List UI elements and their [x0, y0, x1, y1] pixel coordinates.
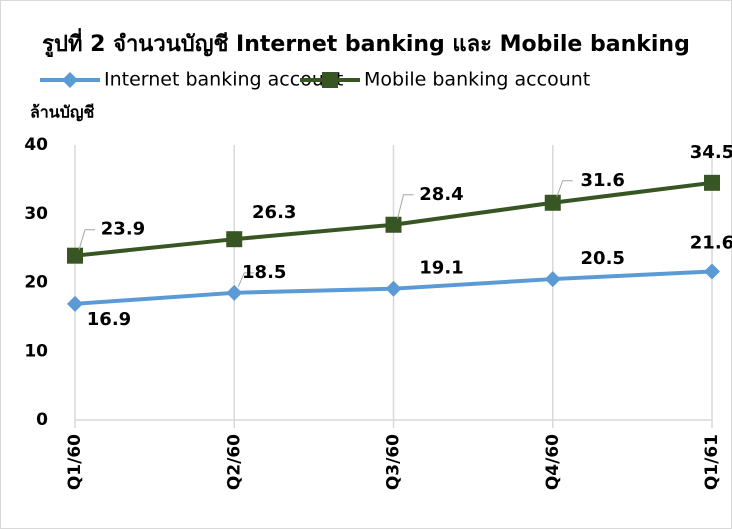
legend-marker — [322, 72, 338, 88]
data-label: 28.4 — [419, 184, 463, 205]
y-tick-label: 0 — [36, 410, 48, 430]
data-label: 19.1 — [419, 258, 463, 279]
point — [544, 271, 561, 288]
data-label: 31.6 — [581, 170, 625, 191]
y-tick-label: 40 — [24, 135, 48, 155]
y-tick-label: 30 — [24, 204, 48, 224]
x-tick-label: Q1/61 — [702, 434, 722, 490]
legend-marker — [62, 72, 78, 88]
point — [544, 194, 561, 211]
point — [385, 280, 402, 297]
x-tick-label: Q4/60 — [543, 434, 563, 490]
leader-line — [237, 272, 255, 288]
point — [704, 174, 720, 191]
data-label: 23.9 — [101, 219, 145, 240]
y-tick-label: 10 — [24, 341, 48, 361]
y-axis-label: ล้านบัญชี — [30, 103, 95, 123]
y-tick-label: 20 — [24, 273, 48, 293]
point — [226, 231, 243, 248]
leader-line — [397, 194, 414, 219]
data-label: 26.3 — [252, 202, 296, 223]
data-label: 16.9 — [87, 309, 131, 330]
data-label: 21.6 — [690, 233, 732, 254]
data-label: 20.5 — [581, 248, 625, 269]
legend-label: Internet banking account — [104, 69, 343, 91]
leader-line — [78, 229, 95, 250]
point — [226, 284, 243, 301]
chart-title: รูปที่ 2 จำนวนบัญชี Internet banking และ… — [42, 27, 690, 58]
x-tick-label: Q2/60 — [224, 434, 244, 490]
x-tick-label: Q3/60 — [384, 434, 404, 490]
legend-label: Mobile banking account — [364, 69, 590, 91]
leader-line — [556, 180, 573, 197]
point — [704, 263, 720, 280]
point — [67, 247, 83, 264]
data-label: 18.5 — [242, 262, 286, 283]
point — [385, 216, 402, 233]
data-label: 34.5 — [690, 142, 732, 163]
point — [67, 295, 83, 312]
x-tick-label: Q1/60 — [65, 434, 85, 490]
